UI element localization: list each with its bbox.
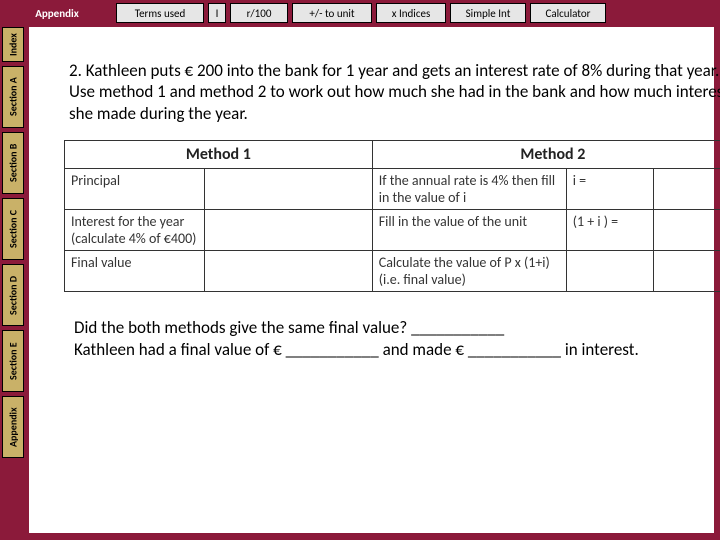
side-tab-appendix[interactable]: Appendix	[2, 396, 24, 458]
methods-table: Method 1 Method 2 Principal If the annua…	[64, 140, 720, 292]
followup-line1a: Did the both methods give the same final…	[74, 317, 411, 338]
followup-text: Did the both methods give the same final…	[74, 317, 720, 361]
top-tab-r100[interactable]: r/100	[230, 3, 288, 23]
followup-line2a: Kathleen had a final value of €	[74, 339, 286, 360]
method1-header: Method 1	[65, 141, 373, 169]
top-tab-appendix[interactable]: Appendix	[2, 3, 112, 23]
cell: If the annual rate is 4% then fill in th…	[372, 169, 566, 210]
cell	[566, 251, 653, 292]
top-tab-terms[interactable]: Terms used	[116, 3, 204, 23]
side-tab-index[interactable]: Index	[2, 27, 24, 62]
side-tab-section-c[interactable]: Section C	[2, 198, 24, 260]
side-tab-section-d[interactable]: Section D	[2, 264, 24, 326]
cell	[205, 251, 372, 292]
blank-2: ___________	[286, 339, 379, 360]
cell	[205, 210, 372, 251]
cell	[653, 251, 720, 292]
followup-line2c: in interest.	[565, 339, 639, 360]
method2-header: Method 2	[372, 141, 720, 169]
table-header-row: Method 1 Method 2	[65, 141, 720, 169]
top-tab-i[interactable]: I	[208, 3, 226, 23]
cell: Principal	[65, 169, 205, 210]
table-row: Principal If the annual rate is 4% then …	[65, 169, 720, 210]
methods-table-wrap: Method 1 Method 2 Principal If the annua…	[64, 140, 720, 292]
top-tab-calculator[interactable]: Calculator	[530, 3, 606, 23]
cell: (1 + i ) =	[566, 210, 653, 251]
side-tab-section-e[interactable]: Section E	[2, 330, 24, 392]
cell: Final value	[65, 251, 205, 292]
cell: i =	[566, 169, 653, 210]
table-row: Interest for the year (calculate 4% of €…	[65, 210, 720, 251]
side-tab-section-a[interactable]: Section A	[2, 66, 24, 128]
cell: Calculate the value of P x (1+i) (i.e. f…	[372, 251, 566, 292]
cell	[205, 169, 372, 210]
top-tab-simpleint[interactable]: Simple Int	[450, 3, 526, 23]
side-tab-section-b[interactable]: Section B	[2, 132, 24, 194]
content-panel: 2. Kathleen puts € 200 into the bank for…	[27, 25, 716, 535]
table-row: Final value Calculate the value of P x (…	[65, 251, 720, 292]
top-tab-indices[interactable]: x Indices	[376, 3, 446, 23]
blank-1: ___________	[411, 317, 504, 338]
cell: Fill in the value of the unit	[372, 210, 566, 251]
cell	[653, 210, 720, 251]
cell: Interest for the year (calculate 4% of €…	[65, 210, 205, 251]
question-text: 2. Kathleen puts € 200 into the bank for…	[69, 60, 720, 124]
page-root: Appendix Terms used I r/100 +/- to unit …	[0, 0, 720, 540]
blank-3: ___________	[468, 339, 561, 360]
followup-line2b: and made €	[383, 339, 464, 360]
top-tab-plusminus[interactable]: +/- to unit	[292, 3, 372, 23]
cell	[653, 169, 720, 210]
